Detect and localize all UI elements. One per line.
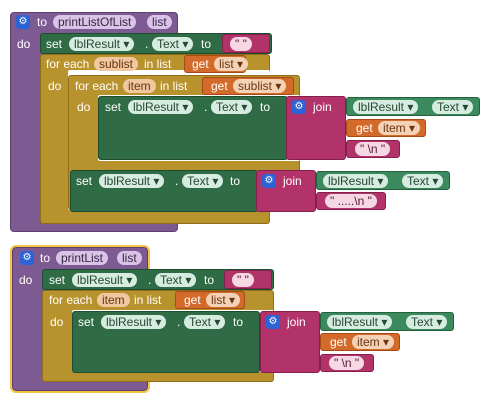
component-dropdown[interactable]: lblResult ▾: [72, 273, 138, 287]
join-mutator-gear-icon[interactable]: ⚙: [262, 174, 276, 188]
do-keyword: do: [19, 273, 33, 287]
get-keyword: get: [211, 79, 228, 93]
join-mutator-gear-icon[interactable]: ⚙: [266, 315, 280, 329]
to-keyword: to: [260, 100, 271, 114]
procedure-name-field[interactable]: printList: [56, 251, 109, 265]
get-var-dropdown[interactable]: item ▾: [378, 121, 421, 135]
empty-string-field[interactable]: " ": [232, 273, 254, 287]
to-keyword: to: [230, 174, 241, 188]
param-list[interactable]: list: [147, 15, 172, 29]
get-keyword: get: [184, 293, 201, 307]
dot-separator: .: [175, 174, 179, 188]
in-list-label: in list: [144, 57, 172, 71]
do-keyword: do: [48, 79, 62, 93]
to-keyword: to: [204, 273, 215, 287]
empty-string-field[interactable]: " ": [230, 37, 252, 51]
procedure-name-field[interactable]: printListOfList: [53, 15, 137, 29]
newline-string-field[interactable]: " \n ": [355, 142, 391, 156]
component-dropdown[interactable]: lblResult ▾: [128, 100, 194, 114]
dot-separator: .: [204, 100, 208, 114]
to-keyword: to: [201, 37, 212, 51]
dot-separator: .: [177, 315, 181, 329]
component-dropdown[interactable]: lblResult ▾: [101, 315, 167, 329]
do-keyword: do: [17, 37, 31, 51]
component-dropdown[interactable]: lblResult ▾: [323, 174, 389, 188]
dot-separator: .: [148, 273, 152, 287]
newline-string-field[interactable]: " \n ": [329, 356, 365, 370]
set-keyword: set: [105, 100, 122, 114]
mutator-gear-icon[interactable]: ⚙: [16, 15, 30, 29]
in-list-label: in list: [134, 293, 162, 307]
get-var-dropdown[interactable]: list ▾: [214, 57, 249, 71]
property-dropdown[interactable]: Text ▾: [184, 315, 226, 329]
set-keyword: set: [46, 37, 63, 51]
join-block[interactable]: [260, 311, 320, 373]
join-keyword: join: [283, 174, 302, 188]
for-each-label: for each: [49, 293, 93, 307]
property-dropdown[interactable]: Text ▾: [402, 174, 444, 188]
component-dropdown[interactable]: lblResult ▾: [327, 315, 393, 329]
get-var-dropdown[interactable]: list ▾: [206, 293, 241, 307]
param-list[interactable]: list: [117, 251, 142, 265]
for-each-label: for each: [46, 57, 90, 71]
property-dropdown[interactable]: Text ▾: [406, 315, 448, 329]
loop-var-item[interactable]: item: [123, 79, 156, 93]
get-var-dropdown[interactable]: item ▾: [352, 335, 395, 349]
component-dropdown[interactable]: lblResult ▾: [353, 100, 419, 114]
set-keyword: set: [76, 174, 93, 188]
loop-var-sublist[interactable]: sublist: [94, 57, 139, 71]
do-keyword: do: [77, 100, 91, 114]
property-dropdown[interactable]: Text ▾: [155, 273, 197, 287]
get-var-dropdown[interactable]: sublist ▾: [233, 79, 287, 93]
for-each-label: for each: [75, 79, 119, 93]
set-keyword: set: [78, 315, 95, 329]
dots-newline-string-field[interactable]: " .....\n ": [325, 194, 377, 208]
to-keyword: to: [233, 315, 244, 329]
get-keyword: get: [356, 121, 373, 135]
join-keyword: join: [287, 315, 306, 329]
property-dropdown[interactable]: Text ▾: [211, 100, 253, 114]
property-dropdown[interactable]: Text ▾: [152, 37, 194, 51]
component-dropdown[interactable]: lblResult ▾: [69, 37, 135, 51]
join-keyword: join: [313, 100, 332, 114]
do-keyword: do: [50, 315, 64, 329]
component-dropdown[interactable]: lblResult ▾: [99, 174, 165, 188]
property-dropdown[interactable]: Text ▾: [182, 174, 224, 188]
loop-var-item[interactable]: item: [97, 293, 130, 307]
in-list-label: in list: [160, 79, 188, 93]
join-mutator-gear-icon[interactable]: ⚙: [292, 100, 306, 114]
to-keyword: to: [40, 251, 51, 265]
mutator-gear-icon[interactable]: ⚙: [20, 251, 34, 265]
get-keyword: get: [330, 335, 347, 349]
property-dropdown[interactable]: Text ▾: [432, 100, 474, 114]
set-keyword: set: [49, 273, 66, 287]
get-keyword: get: [192, 57, 209, 71]
to-keyword: to: [37, 15, 48, 29]
dot-separator: .: [145, 37, 149, 51]
